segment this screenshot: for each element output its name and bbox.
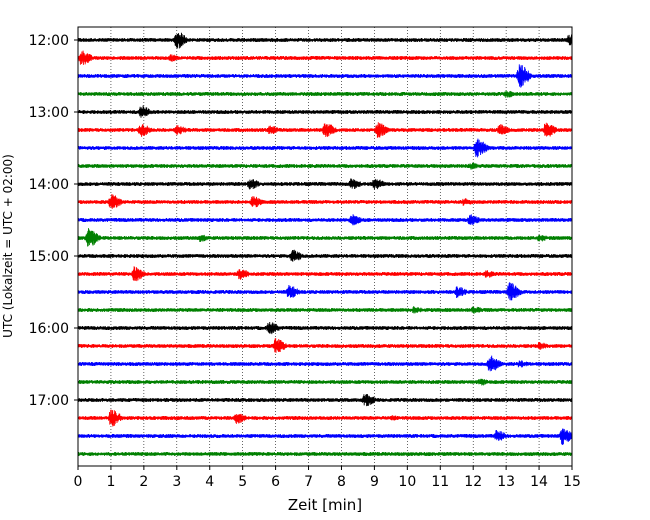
trace-1230 <box>77 64 573 88</box>
trace-1545 <box>77 306 573 314</box>
trace-1700 <box>77 394 573 407</box>
x-tick-label: 3 <box>172 474 181 490</box>
x-tick-label: 1 <box>106 474 115 490</box>
trace-1430 <box>77 214 573 226</box>
x-tick-label: 13 <box>497 474 515 490</box>
y-axis-label: UTC (Lokalzeit = UTC + 02:00) <box>1 154 15 338</box>
x-tick-label: 14 <box>530 474 548 490</box>
trace-1600 <box>77 322 573 335</box>
x-tick-label: 10 <box>398 474 416 490</box>
trace-1245 <box>77 90 573 98</box>
y-tick-label: 16:00 <box>29 321 69 337</box>
trace-1300 <box>77 105 573 118</box>
x-tick-label: 4 <box>205 474 214 490</box>
x-tick-label: 6 <box>271 474 280 490</box>
x-tick-label: 11 <box>431 474 449 490</box>
y-tick-label: 14:00 <box>29 177 69 193</box>
x-axis-label: Zeit [min] <box>288 496 362 514</box>
trace-1615 <box>77 338 573 353</box>
trace-1745 <box>77 451 573 457</box>
trace-1400 <box>77 178 573 190</box>
trace-1330 <box>77 138 573 158</box>
y-tick-label: 17:00 <box>29 393 69 409</box>
trace-1200 <box>77 32 573 49</box>
trace-1315 <box>77 122 573 138</box>
x-tick-label: 0 <box>74 474 83 490</box>
trace-1215 <box>77 50 573 65</box>
trace-1445 <box>77 228 573 247</box>
trace-1345 <box>77 162 573 170</box>
trace-1515 <box>77 266 573 282</box>
y-tick-label: 12:00 <box>29 33 69 49</box>
x-tick-label: 15 <box>563 474 581 490</box>
x-tick-label: 5 <box>238 474 247 490</box>
seismogram-traces <box>77 32 573 457</box>
trace-1645 <box>77 378 573 386</box>
x-tick-label: 7 <box>304 474 313 490</box>
trace-1530 <box>77 282 573 301</box>
y-axis-ticks: 12:00 13:00 14:00 15:00 16:00 17:00 <box>29 33 78 409</box>
trace-1715 <box>77 409 573 427</box>
y-tick-label: 13:00 <box>29 105 69 121</box>
y-tick-label: 15:00 <box>29 249 69 265</box>
x-tick-label: 2 <box>139 474 148 490</box>
x-tick-label: 12 <box>464 474 482 490</box>
plot-frame <box>77 26 573 467</box>
x-axis-ticks: 0 1 2 3 4 5 6 7 8 9 10 11 12 13 14 15 <box>74 466 581 490</box>
trace-1630 <box>77 355 573 372</box>
trace-1730 <box>77 428 573 445</box>
trace-1500 <box>77 249 573 262</box>
trace-1415 <box>77 194 573 209</box>
x-tick-label: 8 <box>337 474 346 490</box>
vertical-grid-lines <box>110 27 540 466</box>
x-tick-label: 9 <box>370 474 379 490</box>
